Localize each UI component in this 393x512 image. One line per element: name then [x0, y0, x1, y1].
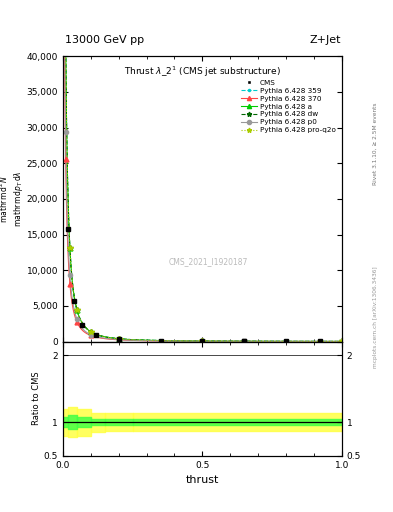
- Y-axis label: Ratio to CMS: Ratio to CMS: [32, 372, 41, 425]
- Text: Rivet 3.1.10, ≥ 2.5M events: Rivet 3.1.10, ≥ 2.5M events: [373, 102, 378, 185]
- Y-axis label: $\mathrm{mathrm\,d}^2N$
$\mathrm{mathrm\,d}p_T\,\mathrm{d}\lambda$: $\mathrm{mathrm\,d}^2N$ $\mathrm{mathrm\…: [0, 170, 25, 227]
- Text: Z+Jet: Z+Jet: [310, 35, 341, 45]
- Text: mcplots.cern.ch [arXiv:1306.3436]: mcplots.cern.ch [arXiv:1306.3436]: [373, 267, 378, 368]
- X-axis label: thrust: thrust: [186, 475, 219, 485]
- Legend: CMS, Pythia 6.428 359, Pythia 6.428 370, Pythia 6.428 a, Pythia 6.428 dw, Pythia: CMS, Pythia 6.428 359, Pythia 6.428 370,…: [241, 80, 336, 133]
- Text: CMS_2021_I1920187: CMS_2021_I1920187: [168, 257, 248, 266]
- Text: 13000 GeV pp: 13000 GeV pp: [65, 35, 144, 45]
- Text: Thrust $\lambda\_2^1$ (CMS jet substructure): Thrust $\lambda\_2^1$ (CMS jet substruct…: [124, 65, 281, 79]
